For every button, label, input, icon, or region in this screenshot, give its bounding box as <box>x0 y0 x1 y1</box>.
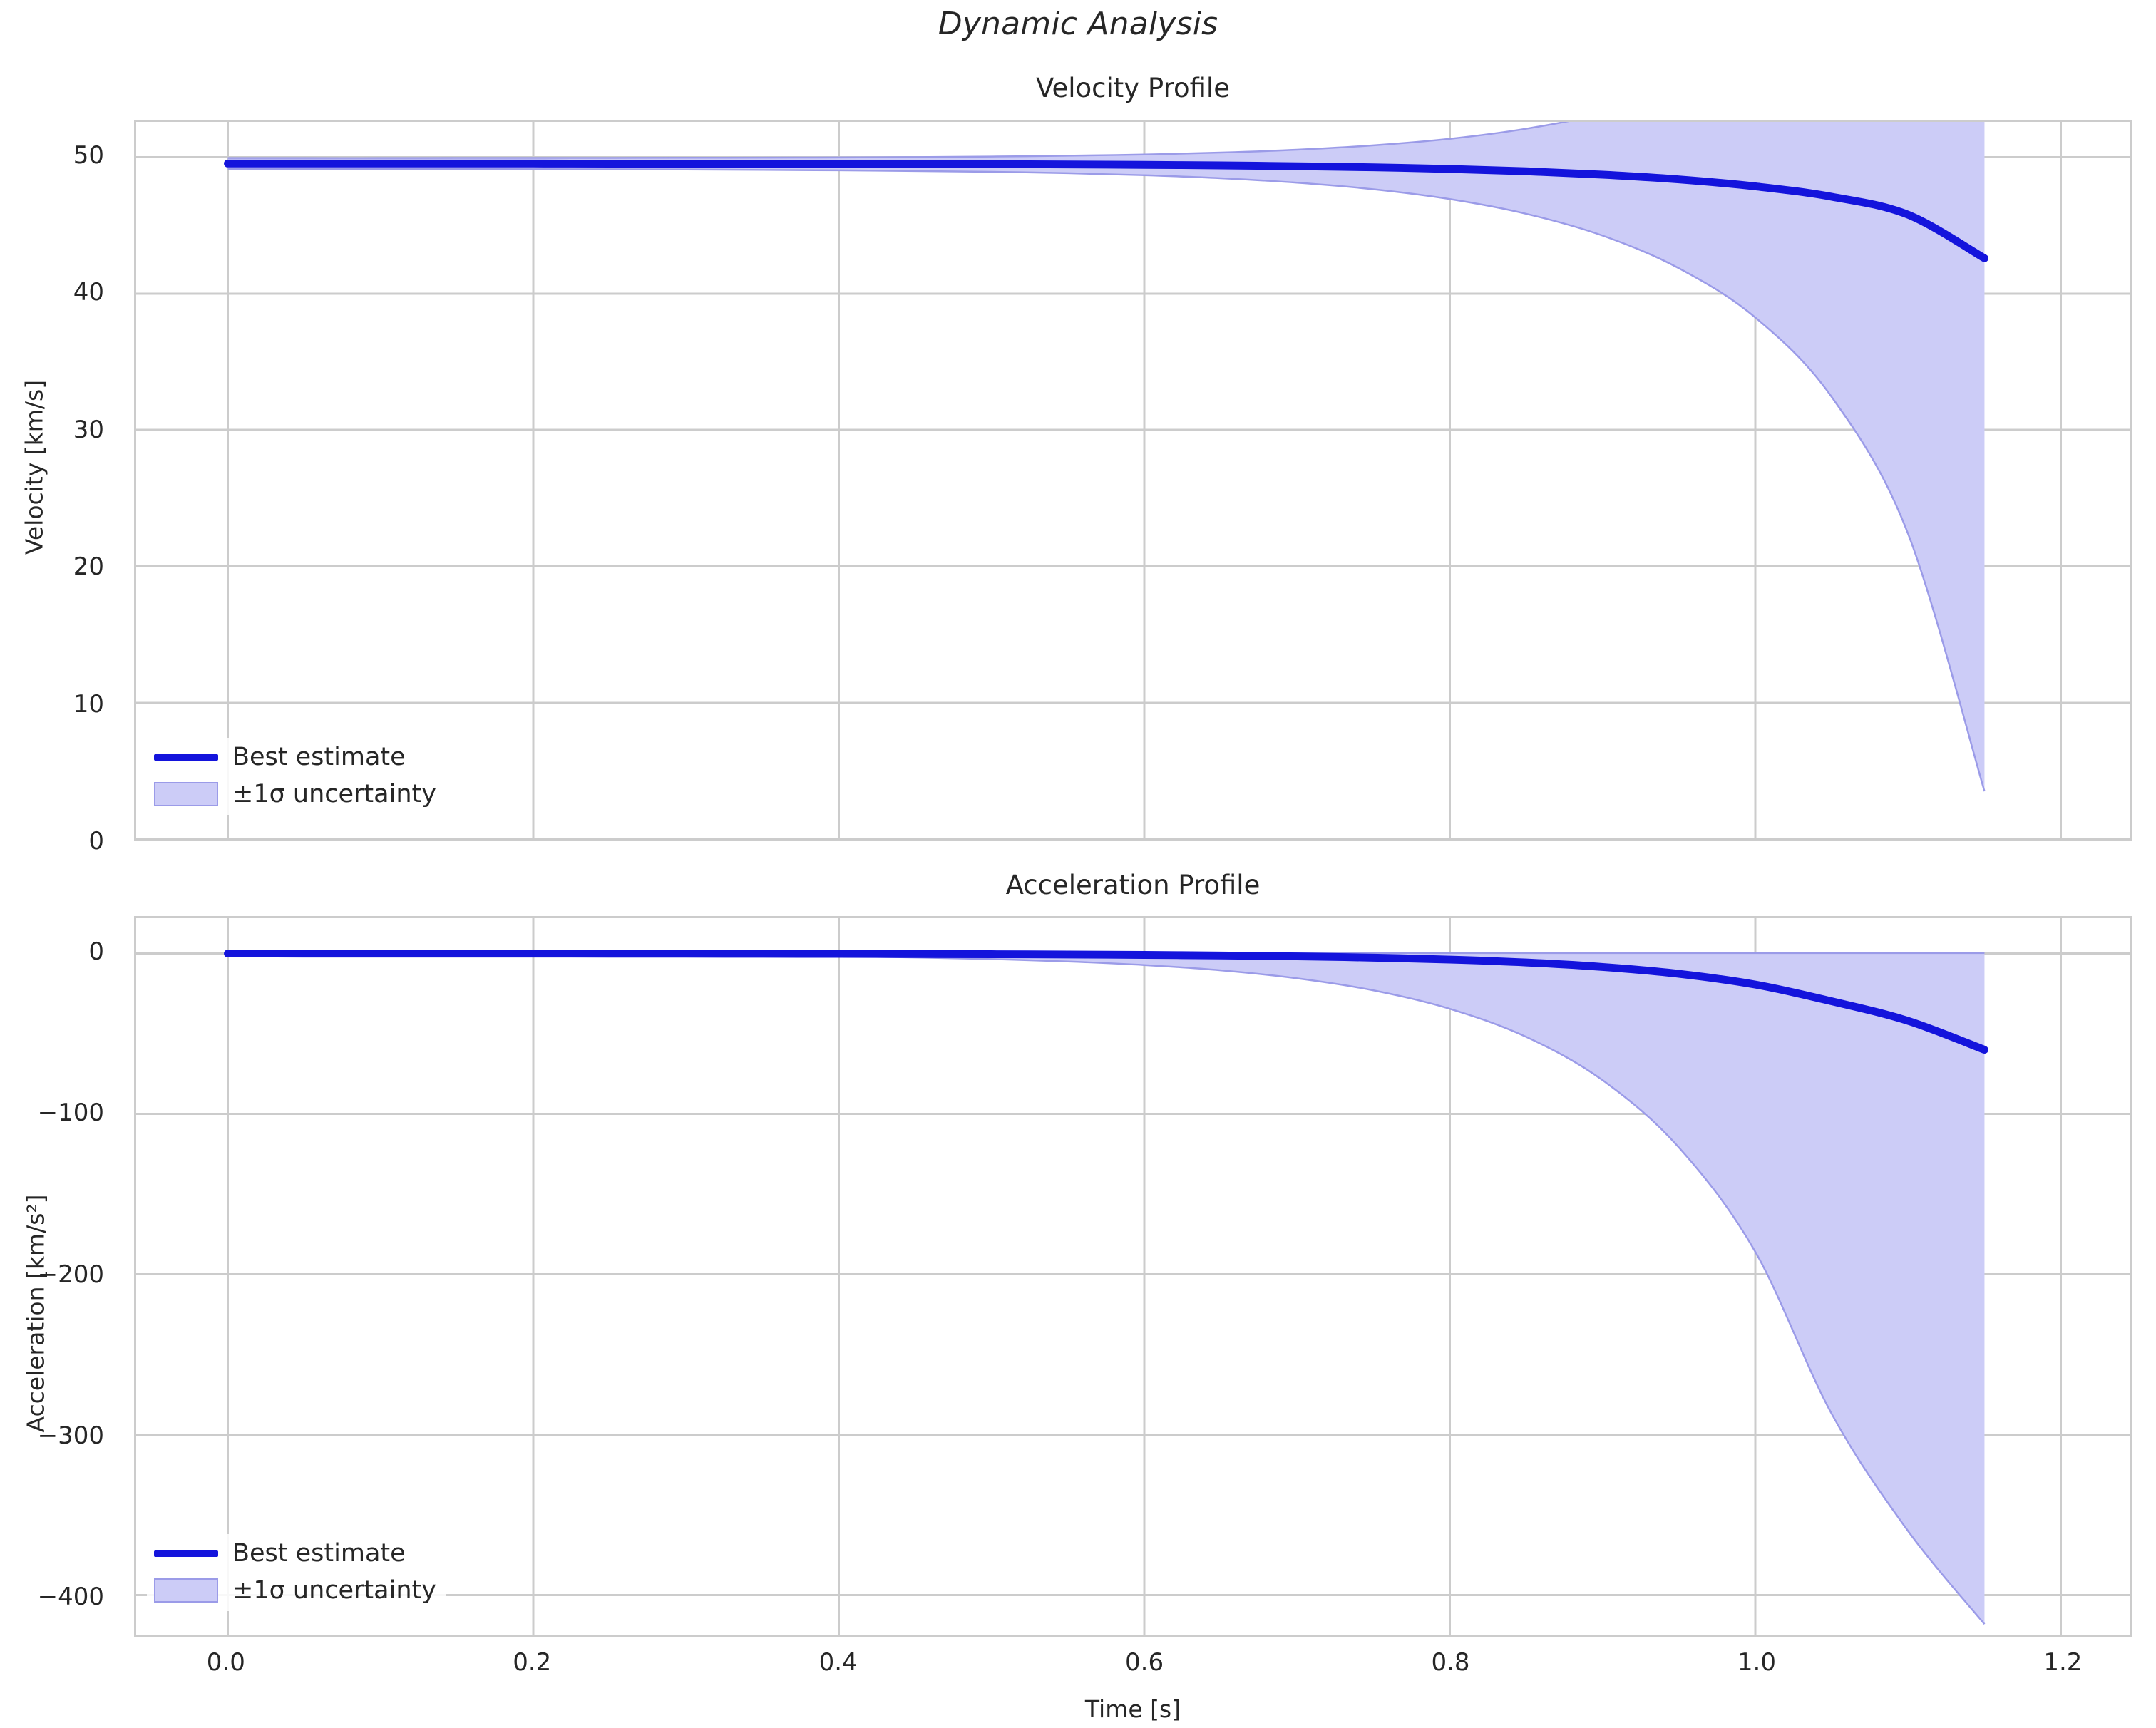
y-tick-label: 20 <box>73 552 104 582</box>
y-tick-label: −300 <box>37 1421 104 1450</box>
velocity-plot-area <box>134 120 2132 841</box>
y-tick-label: −200 <box>37 1260 104 1289</box>
legend-entry-uncertainty: ±1σ uncertainty <box>154 779 436 809</box>
legend-line-swatch-icon <box>154 1550 218 1557</box>
acceleration-plot-area <box>134 916 2132 1637</box>
x-axis-label: Time [s] <box>1084 1695 1181 1723</box>
velocity-subplot-title: Velocity Profile <box>1036 73 1230 103</box>
y-tick-label: 0 <box>88 827 104 855</box>
legend-label-uncertainty: ±1σ uncertainty <box>232 1576 436 1605</box>
x-tick-label: 0.4 <box>818 1648 858 1677</box>
legend-label-best-estimate: Best estimate <box>232 1539 406 1568</box>
velocity-axis-label: Velocity [km/s] <box>20 379 48 555</box>
y-tick-label: 40 <box>73 278 104 307</box>
legend-entry-best-estimate: Best estimate <box>154 742 436 772</box>
acceleration-plot-svg <box>136 918 2130 1635</box>
legend-patch-swatch-icon <box>154 782 218 806</box>
acceleration-legend: Best estimate ±1σ uncertainty <box>147 1534 446 1611</box>
y-tick-label: 30 <box>73 415 104 444</box>
legend-entry-uncertainty: ±1σ uncertainty <box>154 1575 436 1605</box>
y-tick-label: −100 <box>37 1099 104 1128</box>
legend-label-uncertainty: ±1σ uncertainty <box>232 780 436 808</box>
legend-patch-swatch-icon <box>154 1578 218 1603</box>
x-tick-label: 0.0 <box>206 1648 245 1677</box>
y-tick-label: 10 <box>73 689 104 719</box>
figure-suptitle: Dynamic Analysis <box>938 6 1218 42</box>
legend-label-best-estimate: Best estimate <box>232 743 406 771</box>
velocity-plot-svg <box>136 122 2130 839</box>
x-tick-label: 0.2 <box>513 1648 552 1677</box>
y-tick-label: 50 <box>73 141 104 170</box>
x-tick-label: 0.6 <box>1125 1648 1164 1677</box>
y-tick-label: 0 <box>88 937 104 966</box>
legend-entry-best-estimate: Best estimate <box>154 1538 436 1568</box>
x-tick-label: 0.8 <box>1431 1648 1470 1677</box>
legend-line-swatch-icon <box>154 754 218 761</box>
velocity-legend: Best estimate ±1σ uncertainty <box>147 738 446 815</box>
acceleration-subplot-title: Acceleration Profile <box>1005 870 1261 900</box>
y-tick-label: −400 <box>37 1583 104 1612</box>
acceleration-axis-label: Acceleration [km/s²] <box>21 1194 50 1433</box>
x-tick-label: 1.0 <box>1737 1648 1776 1677</box>
x-tick-label: 1.2 <box>2043 1648 2083 1677</box>
